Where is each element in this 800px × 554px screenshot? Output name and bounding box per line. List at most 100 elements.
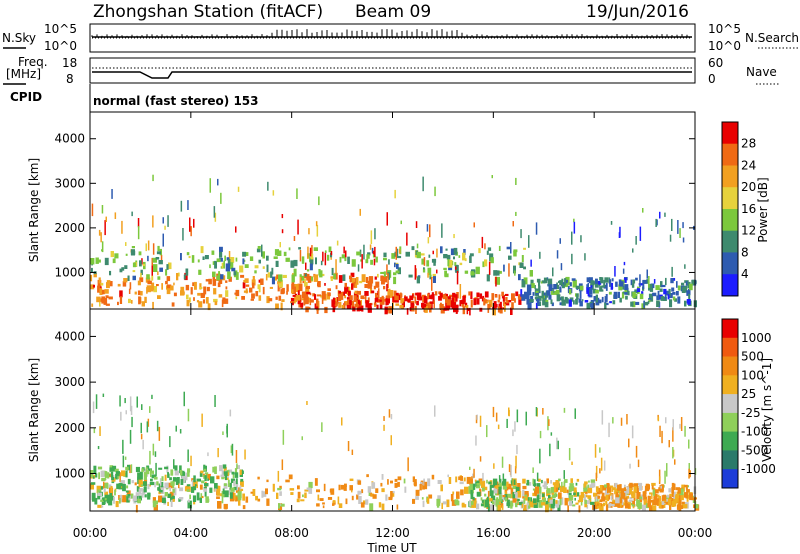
velocity-cell <box>118 483 123 490</box>
velocity-cell <box>511 481 513 485</box>
power-cell <box>439 303 444 310</box>
velocity-colorbar-segment <box>722 375 738 395</box>
power-cell <box>427 267 432 276</box>
velocity-cell <box>612 487 616 491</box>
velocity-cell <box>390 491 393 499</box>
velocity-cell <box>288 474 293 480</box>
power-cell <box>198 269 202 275</box>
velocity-cell <box>136 396 138 408</box>
power-cell <box>225 280 228 283</box>
velocity-cell <box>371 482 376 489</box>
power-cell <box>532 292 535 296</box>
power-cell <box>286 284 289 292</box>
velocity-cell <box>658 488 662 491</box>
power-cell <box>197 259 200 263</box>
velocity-cell <box>653 497 658 500</box>
power-cell <box>447 259 450 267</box>
velocity-cell <box>595 465 598 478</box>
power-cell <box>395 246 397 260</box>
power-cell <box>265 274 268 281</box>
power-cell <box>369 244 372 250</box>
velocity-cell <box>240 480 244 487</box>
velocity-cell <box>497 424 500 430</box>
power-cell <box>388 290 394 298</box>
power-cell <box>464 258 467 262</box>
power-cell <box>550 299 553 305</box>
power-cell <box>548 284 553 291</box>
velocity-cell <box>625 502 629 508</box>
power-cell <box>282 274 287 278</box>
power-cell <box>660 296 665 301</box>
power-cell <box>299 250 302 262</box>
velocity-cell <box>161 497 166 503</box>
power-cell <box>191 255 195 263</box>
power-cell <box>544 301 549 308</box>
power-cell <box>251 293 255 299</box>
velocity-cell <box>217 501 222 509</box>
velocity-cell <box>537 478 541 482</box>
power-cell <box>431 277 433 291</box>
power-cell <box>176 273 179 281</box>
power-cell <box>538 295 542 301</box>
velocity-cell <box>93 465 97 474</box>
power-cell <box>269 286 273 289</box>
velocity-cell <box>583 494 586 501</box>
velocity-cell <box>502 473 505 480</box>
velocity-cell <box>617 484 620 489</box>
velocity-cell <box>126 490 131 498</box>
velocity-cell <box>486 425 488 438</box>
power-cell <box>387 302 389 306</box>
power-cell <box>520 229 522 239</box>
power-cell <box>370 230 373 244</box>
velocity-cell <box>599 485 604 491</box>
power-cell <box>510 307 513 315</box>
power-cell <box>315 221 318 227</box>
velocity-cell <box>235 478 238 485</box>
power-cell <box>346 304 352 310</box>
power-cell <box>467 308 470 311</box>
velocity-cell <box>559 497 562 506</box>
power-cell <box>316 294 322 297</box>
velocity-cell <box>564 497 568 506</box>
velocity-cell <box>285 479 290 483</box>
velocity-cell <box>388 409 391 418</box>
power-cell <box>279 242 281 248</box>
power-cell <box>438 291 441 295</box>
power-cell <box>309 293 312 296</box>
power-cell <box>344 301 346 309</box>
velocity-cell <box>523 497 526 504</box>
power-cell <box>664 293 667 300</box>
velocity-cell <box>252 489 256 496</box>
velocity-cell <box>322 502 325 505</box>
velocity-cell <box>532 498 537 504</box>
power-cell <box>293 259 298 267</box>
velocity-cell <box>151 474 156 479</box>
power-cell <box>371 247 374 254</box>
power-cell <box>218 271 220 276</box>
power-cell <box>535 222 538 235</box>
power-cell <box>288 247 291 251</box>
velocity-cell <box>199 498 202 503</box>
power-cell <box>117 301 119 306</box>
velocity-cell <box>563 407 566 413</box>
velocity-cell <box>514 466 517 474</box>
power-band-1 <box>90 174 533 285</box>
power-cell <box>385 296 390 304</box>
velocity-cell <box>558 478 561 482</box>
velocity-cell <box>538 491 541 499</box>
power-cell <box>580 235 582 243</box>
power-cell <box>316 298 319 307</box>
date-label: 19/Jun/2016 <box>586 2 689 22</box>
velocity-cell <box>168 473 170 478</box>
power-cell <box>429 295 433 299</box>
power-cell <box>180 290 185 296</box>
velocity-cell <box>492 500 498 506</box>
power-cell <box>137 226 140 240</box>
velocity-cell <box>626 414 628 425</box>
velocity-cell <box>90 483 94 490</box>
velocity-cell <box>669 493 674 497</box>
power-cell <box>632 301 636 308</box>
velocity-cell <box>539 448 541 464</box>
power-cell <box>271 276 275 285</box>
velocity-cell <box>691 497 695 501</box>
